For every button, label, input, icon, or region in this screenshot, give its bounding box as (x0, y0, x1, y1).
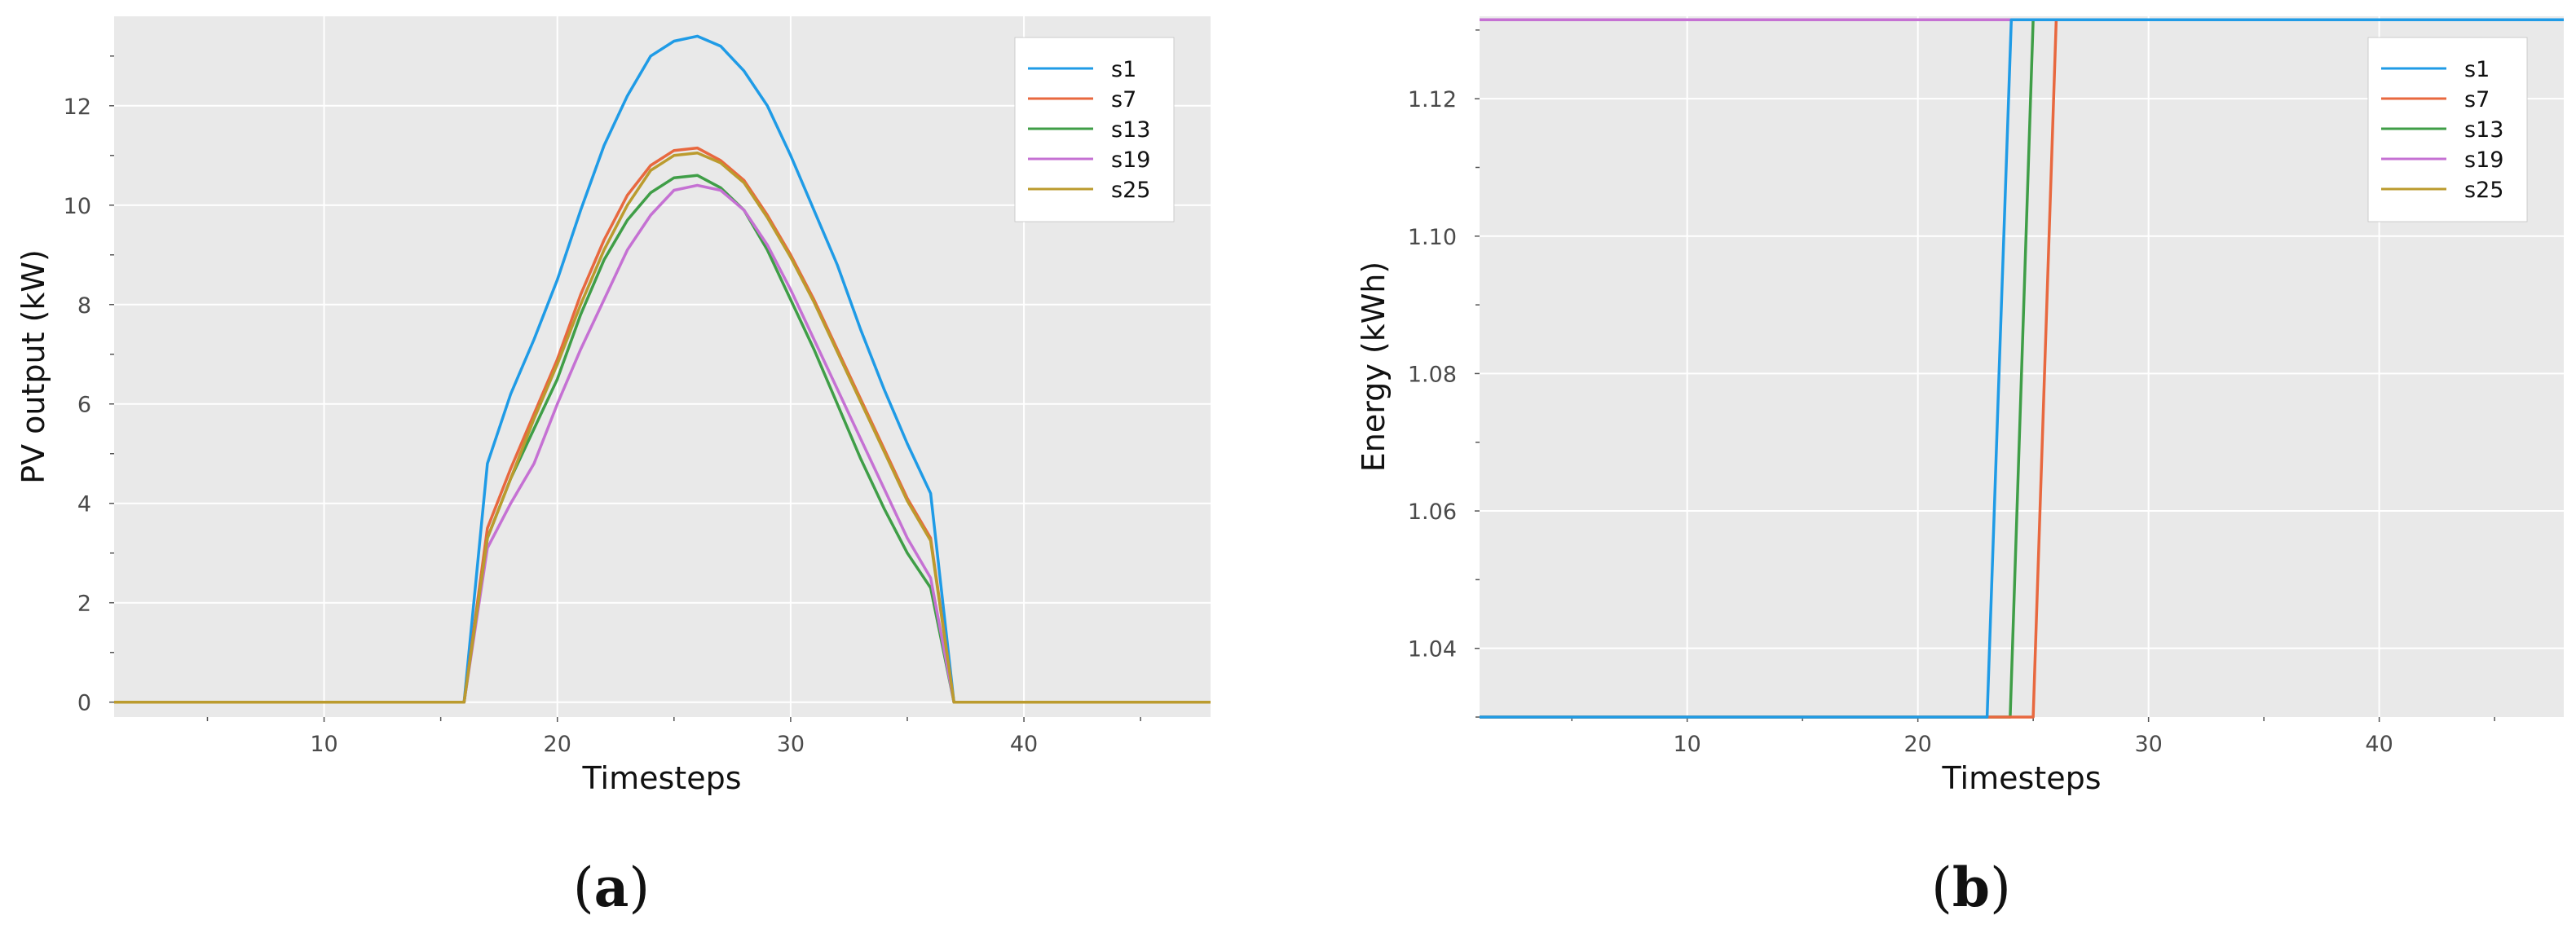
x-axis-label-b: Timesteps (1942, 760, 2102, 796)
panel-label-b: (b) (1931, 856, 2011, 919)
y-tick-label: 4 (77, 492, 91, 517)
legend-label-s7: s7 (2464, 87, 2490, 112)
y-axis-label-a: PV output (kW) (15, 249, 51, 484)
x-axis-label-a: Timesteps (582, 760, 742, 796)
legend-label-s13: s13 (1111, 117, 1150, 143)
panel-b: 1.04 1.06 1.08 1.10 1.12 10 20 30 40 s1 s7 s13 s19… (1356, 16, 2564, 919)
x-tick-label: 40 (2365, 732, 2393, 757)
series-line-s1 (1480, 18, 2564, 719)
x-tick-labels-a: 10 20 30 40 (310, 732, 1038, 757)
legend-label-s1: s1 (1111, 57, 1136, 82)
legend-label-s1: s1 (2464, 57, 2490, 82)
legend-label-s7: s7 (1111, 87, 1136, 112)
y-tick-label: 1.10 (1408, 225, 1457, 250)
y-tick-label: 12 (64, 95, 91, 120)
legend-label-s19: s19 (2464, 147, 2503, 173)
panel-label-a: (a) (573, 856, 650, 919)
y-tick-label: 1.04 (1408, 637, 1457, 662)
legend-b: s1 s7 s13 s19 s25 (2367, 37, 2528, 222)
y-tick-label: 1.08 (1408, 362, 1457, 387)
panel-a: 0 2 4 6 8 10 12 10 20 30 40 s1 s7 s13 s19 s25 Timeste… (15, 16, 1211, 919)
legend-label-s13: s13 (2464, 117, 2503, 143)
x-tick-label: 40 (1010, 732, 1038, 757)
x-tick-label: 10 (1674, 732, 1701, 757)
y-tick-label: 8 (77, 293, 91, 319)
series-line-s25 (114, 151, 1211, 704)
legend-label-s25: s25 (2464, 178, 2503, 203)
y-tick-label: 6 (77, 393, 91, 418)
x-tick-label: 20 (544, 732, 571, 757)
y-tick-label: 10 (64, 194, 91, 219)
series-lines-a (114, 34, 1211, 704)
y-tick-label: 2 (77, 592, 91, 617)
legend-label-s25: s25 (1111, 178, 1150, 203)
legend-a: s1 s7 s13 s19 s25 (1014, 37, 1175, 222)
x-tick-label: 10 (310, 732, 337, 757)
legend-label-s19: s19 (1111, 147, 1150, 173)
x-tick-label: 30 (2134, 732, 2162, 757)
x-tick-label: 30 (777, 732, 805, 757)
y-tick-label: 1.06 (1408, 500, 1457, 525)
tick-marks-a (109, 55, 1141, 722)
x-tick-labels-b: 10 20 30 40 (1674, 732, 2393, 757)
y-tick-label: 1.12 (1408, 87, 1457, 112)
series-lines-b (1480, 18, 2564, 719)
y-tick-labels-a: 0 2 4 6 8 10 12 (64, 95, 91, 716)
x-tick-label: 20 (1903, 732, 1931, 757)
y-axis-label-b: Energy (kWh) (1356, 262, 1392, 472)
y-tick-labels-b: 1.04 1.06 1.08 1.10 1.12 (1408, 87, 1457, 662)
y-tick-label: 0 (77, 691, 91, 716)
tick-marks-b (1475, 29, 2495, 722)
